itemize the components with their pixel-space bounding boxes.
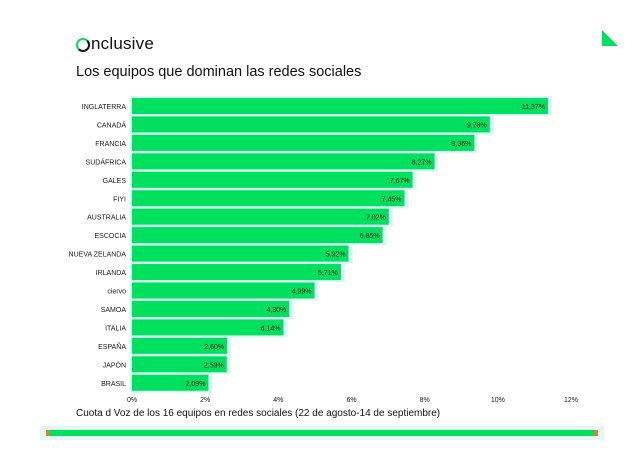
footer-bar [46, 430, 598, 436]
category-label: NUEVA ZELANDA [69, 252, 127, 259]
category-label: SAMOA [101, 307, 127, 314]
value-label: 5,92% [326, 252, 346, 259]
value-label: 2,59% [204, 362, 224, 369]
x-tick-label: 2% [200, 397, 210, 404]
value-label: 9,78% [467, 122, 487, 129]
value-label: 4,14% [261, 325, 281, 332]
value-label: 4,30% [266, 307, 286, 314]
bar [132, 282, 315, 299]
x-tick-label: 0% [127, 397, 137, 404]
x-tick-label: 12% [564, 397, 578, 404]
category-label: ESPAÑA [98, 342, 126, 351]
bar [132, 356, 227, 373]
chart-caption: Cuota d Voz de los 16 equipos en redes s… [76, 408, 441, 419]
category-label: CANADÁ [97, 120, 127, 129]
category-label: SUDÁFRICA [86, 157, 127, 166]
bar [132, 171, 413, 188]
bar [132, 245, 349, 262]
bar [132, 153, 435, 170]
value-label: 7,45% [382, 196, 402, 203]
bar [132, 208, 389, 225]
value-label: 8,27% [412, 159, 432, 166]
value-label: 6,85% [360, 233, 380, 240]
x-tick-label: 4% [273, 397, 283, 404]
category-label: INGLATERRA [82, 104, 127, 111]
category-label: AUSTRALIA [87, 215, 126, 222]
category-label: BRASIL [101, 381, 126, 388]
value-label: 7,67% [390, 178, 410, 185]
logo-o-mark [76, 38, 90, 52]
corner-triangle-icon [602, 30, 618, 46]
bar [132, 190, 405, 207]
bar [132, 116, 490, 133]
bar [132, 319, 284, 336]
bar [132, 300, 290, 317]
value-label: 7,02% [366, 215, 386, 222]
x-tick-label: 8% [420, 397, 430, 404]
value-label: 2,09% [186, 381, 206, 388]
category-label: JAPÓN [103, 360, 126, 369]
onclusive-logo: nclusive [76, 34, 154, 54]
bar [132, 134, 475, 151]
category-label: ITALIA [105, 325, 126, 332]
category-label: GALES [103, 178, 127, 185]
bar [132, 337, 228, 354]
value-label: 5,71% [318, 270, 338, 277]
bar [132, 98, 548, 114]
x-tick-label: 10% [491, 397, 505, 404]
bar [132, 374, 209, 391]
x-tick-label: 6% [346, 397, 356, 404]
category-label: ciervo [107, 289, 126, 296]
category-label: IRLANDA [96, 270, 127, 277]
bar [132, 264, 341, 281]
category-label: FRANCIA [95, 141, 126, 148]
value-label: 4,99% [292, 289, 312, 296]
category-label: ESCOCIA [94, 233, 126, 240]
bar [132, 227, 383, 244]
logo-text: nclusive [91, 34, 155, 53]
category-label: FIYI [113, 196, 126, 203]
value-label: 2,60% [204, 344, 224, 351]
value-label: 11,37% [522, 104, 545, 111]
page-title: Los equipos que dominan las redes social… [76, 64, 362, 80]
value-label: 9,36% [452, 141, 472, 148]
